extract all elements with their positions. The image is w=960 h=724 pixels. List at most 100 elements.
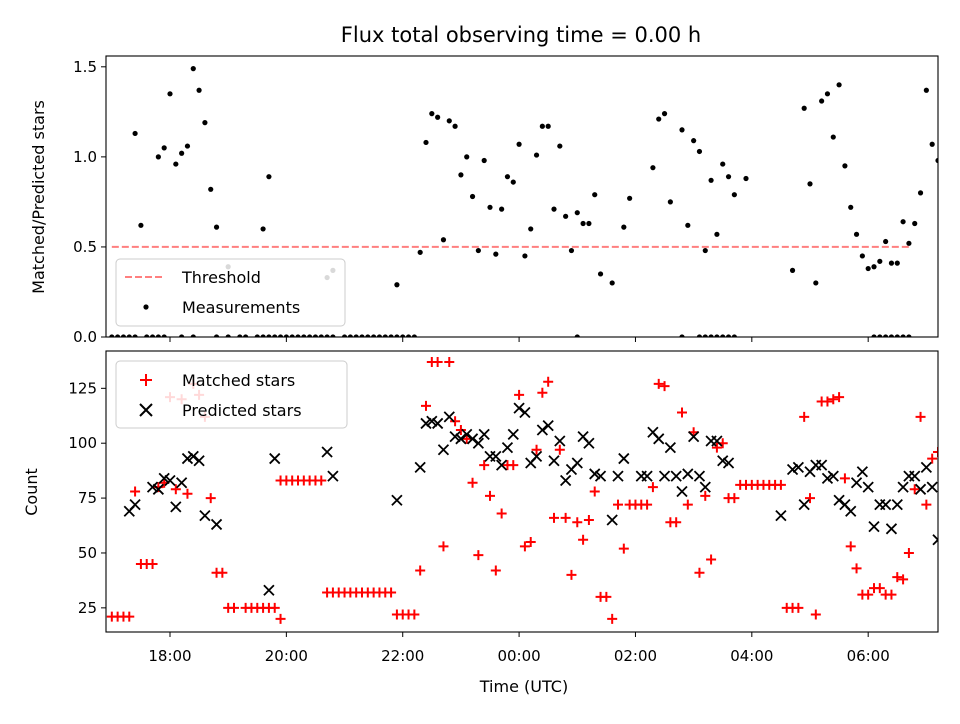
predicted-star-marker	[693, 470, 706, 482]
measurement-point	[254, 334, 260, 337]
measurement-point	[883, 334, 889, 337]
matched-star-marker	[514, 389, 525, 400]
measurement-point	[877, 258, 883, 264]
legend-box	[115, 258, 346, 327]
measurement-point	[528, 226, 534, 232]
predicted-star-marker	[914, 483, 927, 495]
measurement-point	[923, 87, 929, 93]
measurement-point	[109, 334, 115, 337]
predicted-star-marker	[187, 450, 199, 463]
matched-star-marker	[130, 486, 141, 497]
y-tick-label: 50	[78, 544, 97, 562]
matched-star-marker	[903, 547, 914, 558]
measurement-point	[243, 334, 249, 337]
measurement-point	[469, 193, 476, 200]
measurement-point	[301, 334, 307, 337]
predicted-star-marker	[437, 444, 450, 456]
measurement-point	[743, 175, 749, 182]
measurement-point	[429, 111, 435, 117]
predicted-star-marker	[845, 505, 857, 517]
measurement-point	[213, 334, 220, 337]
measurement-point	[917, 190, 924, 196]
measurement-point	[115, 334, 121, 337]
measurement-point	[155, 334, 161, 337]
measurement-point	[179, 150, 185, 156]
matched-star-marker	[572, 517, 583, 528]
matched-star-marker	[915, 411, 926, 422]
measurement-point	[597, 271, 604, 277]
measurement-point	[394, 282, 400, 288]
matched-star-marker	[956, 590, 960, 600]
matched-star-marker	[554, 444, 565, 455]
predicted-star-marker	[449, 430, 461, 443]
matched-star-marker	[706, 554, 717, 565]
measurement-point	[656, 116, 662, 122]
measurement-point	[126, 334, 132, 337]
matched-star-marker	[682, 499, 693, 510]
measurement-point	[167, 91, 173, 97]
matched-star-marker	[275, 613, 286, 624]
measurement-point	[190, 334, 196, 337]
predicted-star-marker	[519, 406, 531, 419]
legend-measurements-swatch	[143, 304, 149, 310]
matched-star-marker	[217, 567, 228, 578]
measurement-point	[679, 334, 685, 337]
predicted-star-marker	[554, 435, 566, 447]
measurement-point	[283, 334, 289, 337]
matched-star-marker	[607, 613, 618, 624]
matched-star-marker	[409, 609, 420, 620]
predicted-star-marker	[641, 470, 653, 482]
predicted-star-marker	[507, 428, 519, 441]
predicted-star-marker	[548, 455, 560, 467]
predicted-star-marker	[653, 433, 665, 445]
measurement-point	[132, 334, 138, 337]
predicted-star-marker	[722, 457, 735, 469]
x-tick-label: 00:00	[497, 647, 540, 665]
measurement-point	[894, 334, 900, 337]
matched-star-marker	[845, 541, 856, 552]
matched-star-marker	[525, 536, 536, 547]
measurement-point	[475, 247, 481, 254]
matched-star-marker	[386, 587, 397, 598]
matched-star-marker	[921, 499, 932, 510]
matched-star-marker	[677, 407, 687, 418]
matched-star-marker	[671, 517, 682, 528]
measurement-point	[371, 334, 377, 337]
matched-star-marker	[147, 558, 158, 569]
predicted-star-marker	[868, 520, 880, 533]
predicted-star-marker	[885, 523, 898, 535]
predicted-star-marker	[856, 466, 869, 478]
predicted-star-marker	[420, 417, 432, 430]
measurement-point	[708, 334, 714, 337]
measurement-point	[720, 161, 726, 167]
predicted-star-marker	[501, 441, 514, 454]
predicted-star-marker	[478, 428, 490, 441]
measurement-point	[667, 199, 673, 205]
matched-star-marker	[618, 543, 629, 554]
matched-star-marker	[892, 572, 903, 583]
measurement-point	[149, 334, 156, 337]
matched-star-marker	[316, 475, 327, 486]
matched-star-marker	[939, 484, 949, 494]
predicted-star-marker	[589, 468, 601, 480]
measurement-point	[801, 105, 807, 111]
matched-star-marker	[444, 356, 455, 367]
measurement-point	[836, 82, 842, 88]
x-tick-label: 22:00	[381, 647, 424, 665]
measurement-point	[266, 174, 272, 180]
measurement-point	[510, 179, 516, 185]
matched-star-marker	[566, 569, 577, 580]
measurement-point	[621, 224, 627, 230]
matched-star-marker	[863, 589, 874, 600]
matched-star-marker	[659, 381, 670, 392]
predicted-star-marker	[862, 481, 874, 493]
top-panel: 0.0 0.5 1.0 1.5 Threshold Measurements	[73, 55, 939, 346]
measurement-point	[481, 157, 487, 164]
predicted-star-marker	[327, 470, 339, 482]
x-tick-label: 02:00	[614, 647, 657, 665]
matched-star-marker	[589, 486, 600, 497]
matched-star-marker	[455, 425, 466, 436]
matched-star-marker	[519, 541, 530, 552]
measurement-point	[173, 161, 179, 167]
